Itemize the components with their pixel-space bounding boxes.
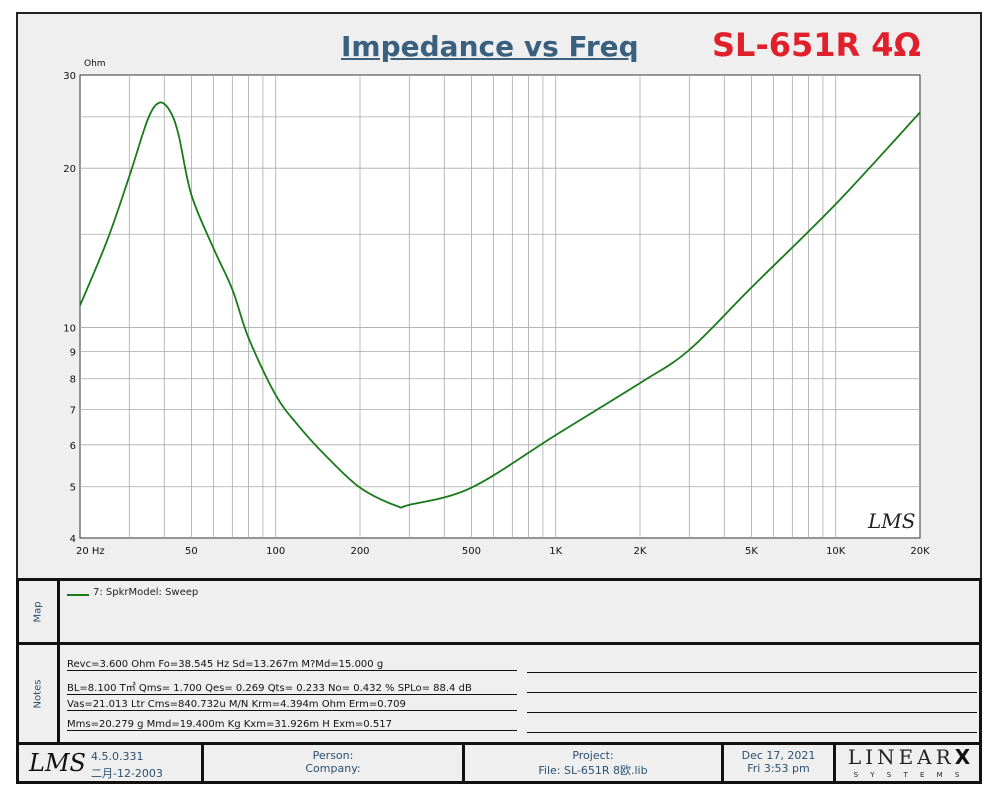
y-tick-label: 10 xyxy=(63,323,76,334)
note-rule xyxy=(527,672,977,673)
brand-text: LINEAR xyxy=(847,745,955,769)
version-cell: LMS 4.5.0.331 二月-12-2003 xyxy=(19,745,204,781)
legend-entry: 7: SpkrModel: Sweep xyxy=(93,587,199,598)
brand-sub: S Y S T E M S xyxy=(853,771,965,779)
map-panel: Map 7: SpkrModel: Sweep xyxy=(16,578,982,645)
x-tick-label: 2K xyxy=(634,546,647,557)
x-tick-label: 20K xyxy=(910,546,930,557)
time: Fri 3:53 pm xyxy=(747,762,810,775)
note-rule xyxy=(527,712,977,713)
date: Dec 17, 2021 xyxy=(741,749,816,762)
impedance-chart: 20 Hz 50 100 200 500 1K 2K 5K 10K 20K 4 5 6 7 8 9 10 20 30… xyxy=(63,59,930,557)
note-line: Revc=3.600 Ohm Fo=38.545 Hz Sd=13.267m M… xyxy=(67,659,517,671)
x-tick-label: 10K xyxy=(826,546,846,557)
y-tick-label: 9 xyxy=(70,348,76,359)
x-tick-label: 50 xyxy=(185,546,198,557)
model-label: SL-651R 4Ω xyxy=(712,26,921,64)
x-tick-label: 20 Hz xyxy=(76,546,105,557)
y-tick-label: 8 xyxy=(70,375,76,386)
brand-x: X xyxy=(954,745,971,769)
chart-title: Impedance vs Freq xyxy=(341,30,639,63)
map-label: Map xyxy=(32,600,44,623)
note-line: Mms=20.279 g Mmd=19.400m Kg Kxm=31.926m … xyxy=(67,719,517,731)
y-tick-label: 20 xyxy=(63,164,76,175)
notes-side: Notes xyxy=(19,645,60,742)
note-line: BL=8.100 T㎡ Qms= 1.700 Qes= 0.269 Qts= 0… xyxy=(67,679,517,695)
legend-swatch xyxy=(67,594,89,596)
project-label: Project: xyxy=(572,749,614,762)
plot-area xyxy=(79,74,921,539)
date-cell: Dec 17, 2021 Fri 3:53 pm xyxy=(724,745,836,781)
footer: LMS 4.5.0.331 二月-12-2003 Person: Company… xyxy=(16,742,982,784)
note-rule xyxy=(527,692,977,693)
project-cell: Project: File: SL-651R 8欧.lib xyxy=(465,745,724,781)
map-side: Map xyxy=(19,581,60,642)
y-tick-label: 5 xyxy=(70,483,76,494)
y-axis-label: Ohm xyxy=(84,59,106,69)
impedance-curve xyxy=(79,101,921,509)
version: 4.5.0.331 xyxy=(91,750,144,763)
watermark-logo: LMS xyxy=(867,509,915,533)
notes-label: Notes xyxy=(32,679,44,708)
x-tick-label: 1K xyxy=(549,546,562,557)
company-label: Company: xyxy=(305,762,361,775)
notes-panel: Notes Revc=3.600 Ohm Fo=38.545 Hz Sd=13.… xyxy=(16,642,982,745)
build-date: 二月-12-2003 xyxy=(91,767,163,780)
x-tick-label: 5K xyxy=(745,546,758,557)
y-tick-label: 6 xyxy=(70,441,76,452)
linearx-logo: LINEARX S Y S T E M S xyxy=(837,746,981,780)
y-tick-label: 7 xyxy=(70,405,76,416)
lms-logo: LMS xyxy=(29,749,86,777)
person-label: Person: xyxy=(312,749,354,762)
note-line: Vas=21.013 Ltr Cms=840.732u M/N Krm=4.39… xyxy=(67,699,517,711)
y-tick-label: 30 xyxy=(63,71,76,82)
y-tick-label: 4 xyxy=(70,534,76,545)
x-tick-label: 500 xyxy=(462,546,481,557)
file-label: File: SL-651R 8欧.lib xyxy=(538,764,648,777)
person-cell: Person: Company: xyxy=(204,745,465,781)
note-rule xyxy=(527,732,977,733)
x-tick-label: 200 xyxy=(350,546,369,557)
x-tick-label: 100 xyxy=(266,546,285,557)
